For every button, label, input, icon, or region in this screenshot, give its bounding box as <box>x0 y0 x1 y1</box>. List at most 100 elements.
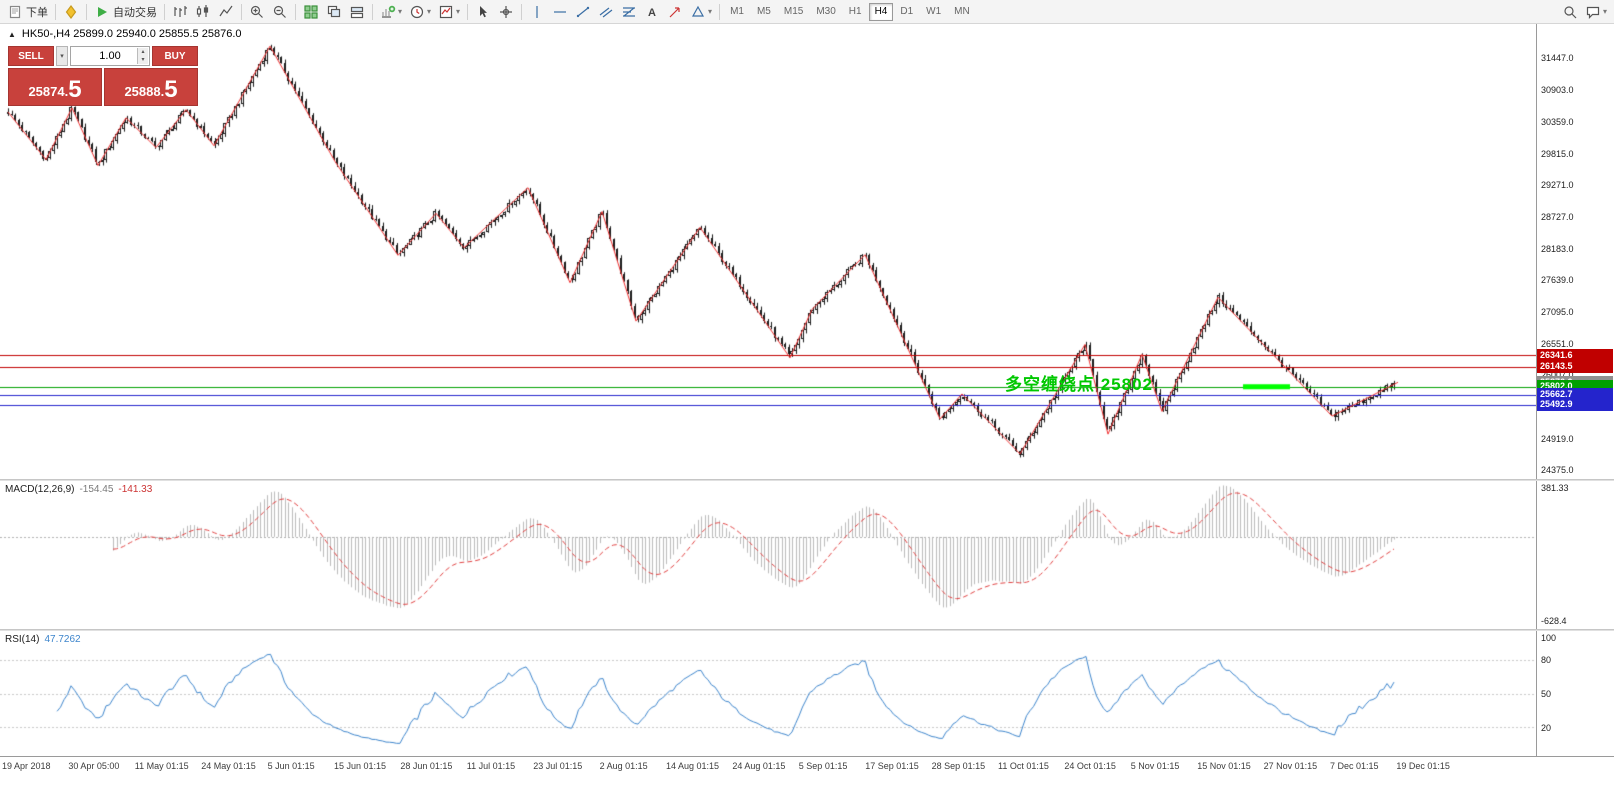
chevron-down-icon: ▾ <box>398 7 403 16</box>
bars-chart-button[interactable] <box>169 2 191 22</box>
macd-signal-value: -141.33 <box>118 484 153 495</box>
price-tag: 25662.7 <box>1537 388 1613 402</box>
volume-up-icon[interactable]: ▴ <box>141 49 145 55</box>
pane-separator-macd[interactable] <box>0 479 1614 481</box>
rsi-value: 47.7262 <box>44 634 81 645</box>
zoom-in-button[interactable] <box>246 2 268 22</box>
price-axis-label: 28183.0 <box>1541 243 1574 254</box>
shapes-button[interactable]: ▾ <box>687 2 715 22</box>
vertical-line-icon <box>536 5 538 18</box>
time-axis-label: 24 Oct 01:15 <box>1064 761 1116 771</box>
sell-button[interactable]: SELL <box>8 46 54 66</box>
arrow-tool-button[interactable] <box>664 2 686 22</box>
line-chart-button[interactable] <box>215 2 237 22</box>
chat-button[interactable]: ▾ <box>1582 2 1610 22</box>
macd-indicator-canvas[interactable] <box>0 481 1536 629</box>
toolbar-separator <box>241 3 242 20</box>
rsi-indicator-canvas[interactable] <box>0 631 1536 756</box>
timeframe-m1-button[interactable]: M1 <box>730 6 744 17</box>
sell-price-button[interactable]: 25874. 5 <box>8 68 102 106</box>
cascade-windows-button[interactable] <box>323 2 345 22</box>
auto-trading-button[interactable]: 自动交易 <box>91 2 160 22</box>
chevron-down-icon: ▾ <box>1602 7 1607 16</box>
candlestick-chart-icon <box>196 4 209 17</box>
toolbar-separator <box>164 3 165 20</box>
buy-price-button[interactable]: 25888. 5 <box>104 68 198 106</box>
new-chart-button[interactable]: ▾ <box>377 2 405 22</box>
sell-price-big-digit: 5 <box>68 76 82 103</box>
crosshair-button[interactable] <box>495 2 517 22</box>
toolbar-separator <box>521 3 523 20</box>
chart-annotation-text: 多空缠绕点 25802 <box>1005 375 1153 394</box>
price-tag: 25492.9 <box>1537 398 1613 412</box>
trendline-icon <box>576 6 590 17</box>
horizontal-line-icon <box>554 10 567 13</box>
price-axis-label: 29271.0 <box>1541 180 1574 191</box>
one-click-top-row: SELL ▾ 1.00 ▴ ▾ BUY <box>8 46 198 66</box>
buy-button[interactable]: BUY <box>152 46 198 66</box>
auto-trading-label: 自动交易 <box>113 6 157 19</box>
favorites-diamond-button[interactable] <box>60 2 82 22</box>
one-click-collapse-arrow[interactable]: ▲ <box>8 29 16 39</box>
search-button[interactable] <box>1559 2 1581 22</box>
buy-price-big-digit: 5 <box>164 76 178 103</box>
timeframe-h4-button[interactable]: H4 <box>868 2 894 21</box>
timeframe-d1-button[interactable]: D1 <box>900 6 914 17</box>
price-axis-label: 24375.0 <box>1541 465 1574 476</box>
favorites-diamond-icon <box>65 4 77 19</box>
pane-separator-rsi[interactable] <box>0 629 1614 631</box>
line-chart-icon <box>219 5 233 16</box>
trendline-button[interactable] <box>572 2 594 22</box>
volume-input[interactable]: 1.00 ▴ ▾ <box>70 46 150 66</box>
templates-button[interactable]: ▾ <box>435 2 463 22</box>
timeframe-w1-button[interactable]: W1 <box>926 6 942 17</box>
price-axis-label: 29815.0 <box>1541 148 1574 159</box>
timeframe-m15-button[interactable]: M15 <box>783 6 804 17</box>
macd-indicator-label: MACD(12,26,9) -154.45 -141.33 <box>5 484 152 495</box>
zoom-out-button[interactable] <box>269 2 291 22</box>
time-axis-label: 11 Jul 01:15 <box>466 761 516 771</box>
new-order-label: 下单 <box>26 6 48 19</box>
price-chart-canvas[interactable] <box>0 24 1536 479</box>
timeframe-m30-button[interactable]: M30 <box>816 6 836 17</box>
tile-windows-button[interactable] <box>300 2 322 22</box>
arrange-windows-icon <box>350 6 364 18</box>
buy-price-main: 25888. <box>124 84 165 99</box>
time-axis-label: 7 Dec 01:15 <box>1330 761 1379 771</box>
equidistant-channel-button[interactable] <box>595 2 617 22</box>
vertical-line-button[interactable] <box>526 2 548 22</box>
macd-axis-max-label: 381.33 <box>1541 483 1569 493</box>
arrow-tool-icon <box>669 6 680 17</box>
fibonacci-button[interactable] <box>618 2 640 22</box>
cursor-button[interactable] <box>472 2 494 22</box>
timeframe-m5-button[interactable]: M5 <box>756 6 771 17</box>
toolbar-separator <box>372 3 373 20</box>
horizontal-line-button[interactable] <box>549 2 571 22</box>
cursor-icon <box>480 5 488 17</box>
macd-axis-min-label: -628.4 <box>1541 616 1567 626</box>
price-axis-label: 31447.0 <box>1541 53 1574 64</box>
time-axis-label: 15 Nov 01:15 <box>1197 761 1251 771</box>
price-axis-label: 28727.0 <box>1541 211 1574 222</box>
time-axis-border <box>0 756 1614 757</box>
equidistant-channel-icon <box>599 7 613 17</box>
volume-down-icon[interactable]: ▾ <box>141 57 145 63</box>
order-type-dropdown[interactable]: ▾ <box>56 46 68 66</box>
new-order-button[interactable]: 下单 <box>4 2 51 22</box>
arrange-windows-button[interactable] <box>346 2 368 22</box>
volume-stepper[interactable]: ▴ ▾ <box>137 48 148 64</box>
main-toolbar: 下单 自动交易 ▾ ▾ ▾ A ▾ M1 M5 M15 M30 H1 H4 D1 W1 MN ▾ <box>0 0 1614 24</box>
time-axis-label: 28 Jun 01:15 <box>400 761 453 771</box>
chart-ohlc-readout: ▲ HK50-,H4 25899.0 25940.0 25855.5 25876… <box>8 28 242 40</box>
timeframe-h1-button[interactable]: H1 <box>848 6 862 17</box>
text-label-button[interactable]: A <box>641 2 663 22</box>
rsi-axis-label: 50 <box>1541 689 1552 699</box>
time-axis-label: 11 Oct 01:15 <box>998 761 1049 771</box>
timeframe-mn-button[interactable]: MN <box>954 6 970 17</box>
rsi-axis-label: 100 <box>1541 632 1557 643</box>
candlestick-chart-button[interactable] <box>192 2 214 22</box>
time-axis-label: 5 Nov 01:15 <box>1130 761 1180 771</box>
periods-button[interactable]: ▾ <box>406 2 434 22</box>
tile-windows-icon <box>304 4 318 19</box>
